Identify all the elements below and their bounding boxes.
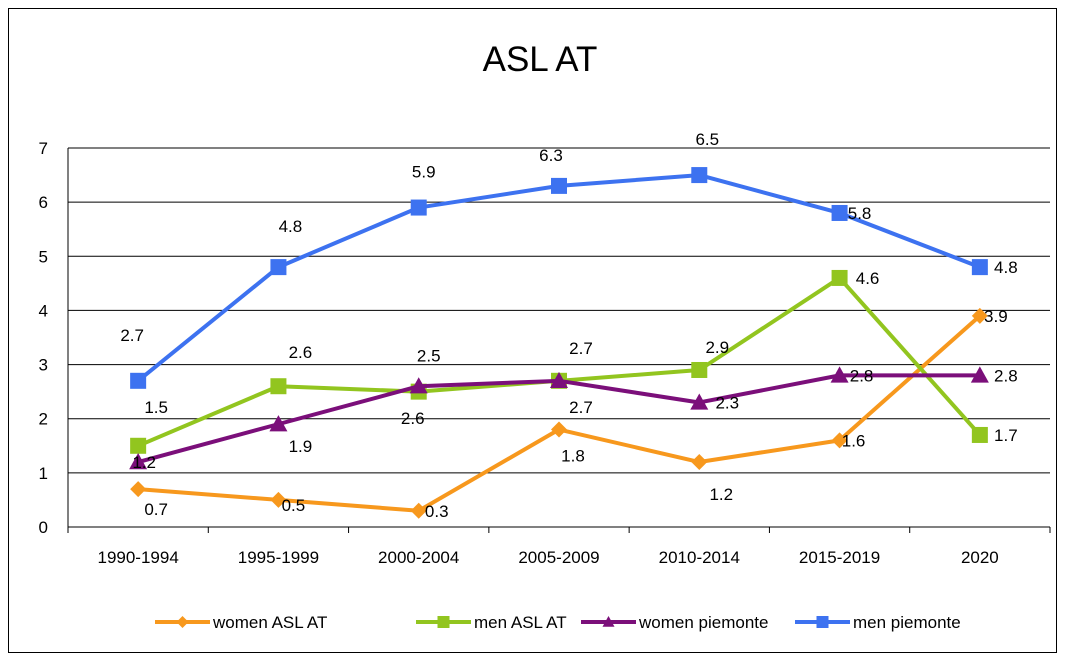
data-point (971, 259, 988, 276)
data-label: 1.8 (561, 447, 585, 466)
data-label: 2.8 (850, 366, 874, 385)
data-label: 2.5 (417, 347, 441, 366)
data-label: 2.7 (120, 326, 144, 345)
y-tick-label: 2 (39, 410, 48, 429)
x-tick-label: 1995-1999 (238, 548, 319, 567)
legend-marker (176, 616, 189, 628)
x-tick-label: 2020 (961, 548, 999, 567)
data-point (971, 307, 988, 324)
legend-item: women piemonte (581, 613, 768, 632)
data-point (410, 199, 427, 216)
data-label: 2.6 (401, 409, 425, 428)
series-women-piemonte (129, 366, 989, 470)
chart-frame (8, 8, 1057, 653)
data-point (971, 426, 988, 443)
data-point (130, 372, 147, 389)
data-labels: 0.7 0.5 0.3 1.8 1.2 1.6 3.9 1.5 2.6 2.5 2.7 2.9 4.6 1… (120, 130, 1017, 521)
data-label: 2.9 (705, 338, 729, 357)
data-label: 0.3 (425, 502, 449, 521)
data-label: 5.9 (412, 163, 436, 182)
data-label: 1.2 (709, 485, 733, 504)
data-point (690, 393, 709, 410)
gridlines (68, 147, 1050, 474)
data-point (130, 437, 147, 454)
data-point (269, 415, 288, 432)
data-point (830, 366, 849, 383)
data-label: 2.7 (569, 398, 593, 417)
data-point (551, 421, 567, 438)
x-tick-label: 1990-1994 (97, 548, 178, 567)
y-tick-label: 0 (39, 518, 48, 537)
data-point (130, 481, 147, 498)
x-tick-label: 2005-2009 (518, 548, 599, 567)
data-label: 3.9 (984, 307, 1008, 326)
legend-item: men piemonte (795, 613, 961, 632)
data-label: 1.9 (289, 437, 313, 456)
x-tick-label: 2010-2014 (659, 548, 740, 567)
data-point (550, 371, 568, 389)
data-label: 0.5 (282, 496, 306, 515)
data-point (270, 491, 287, 508)
data-point (409, 377, 428, 394)
x-tick-label: 2015-2019 (799, 548, 880, 567)
chart-title: ASL AT (483, 40, 598, 79)
y-tick-label: 4 (39, 301, 48, 320)
y-tick-label: 7 (39, 139, 48, 158)
legend: women ASL AT men ASL AT women piemonte men … (155, 613, 961, 632)
data-label: 2.8 (994, 366, 1018, 385)
legend-marker (816, 616, 829, 628)
data-label: 6.3 (539, 146, 563, 165)
series-men-piemonte (130, 167, 988, 389)
data-label: 6.5 (695, 130, 719, 149)
legend-marker (602, 616, 615, 627)
data-point (970, 366, 989, 383)
series-line (137, 314, 982, 513)
series-group (129, 167, 989, 519)
legend-label: women piemonte (638, 613, 768, 632)
series-line (137, 275, 982, 448)
data-point (831, 269, 848, 286)
legend-label: women ASL AT (212, 613, 327, 632)
legend-item: men ASL AT (416, 613, 567, 632)
series-women-asl-at (130, 307, 988, 519)
data-point (270, 259, 287, 276)
legend-label: men ASL AT (474, 613, 567, 632)
data-point (270, 378, 287, 395)
data-label: 4.6 (856, 269, 880, 288)
data-label: 0.7 (144, 500, 168, 519)
y-tick-label: 5 (39, 247, 48, 266)
axes: 0 1 2 3 4 5 6 7 1990-1994 1995-1999 2000-2004 2005-… (39, 139, 1051, 567)
data-label: 1.6 (842, 431, 866, 450)
x-tick-label: 2000-2004 (378, 548, 459, 567)
data-point (410, 502, 427, 519)
data-point (691, 454, 708, 471)
data-label: 4.8 (279, 217, 303, 236)
data-label: 1.5 (144, 398, 168, 417)
data-label: 2.7 (569, 339, 593, 358)
y-tick-label: 1 (39, 464, 48, 483)
data-label: 1.2 (132, 453, 156, 472)
y-tick-label: 6 (39, 193, 48, 212)
data-point (551, 177, 567, 194)
data-point (691, 361, 708, 378)
data-label: 2.3 (715, 393, 739, 412)
data-point (831, 204, 848, 221)
legend-marker (437, 616, 450, 628)
data-point (129, 453, 148, 470)
data-label: 1.7 (994, 426, 1018, 445)
data-point (691, 167, 708, 184)
data-point (831, 432, 848, 449)
legend-label: men piemonte (853, 613, 961, 632)
data-label: 5.8 (848, 204, 872, 223)
data-label: 2.6 (289, 343, 313, 362)
data-label: 4.8 (994, 258, 1018, 277)
legend-item: women ASL AT (155, 613, 327, 632)
y-tick-label: 3 (39, 356, 48, 375)
